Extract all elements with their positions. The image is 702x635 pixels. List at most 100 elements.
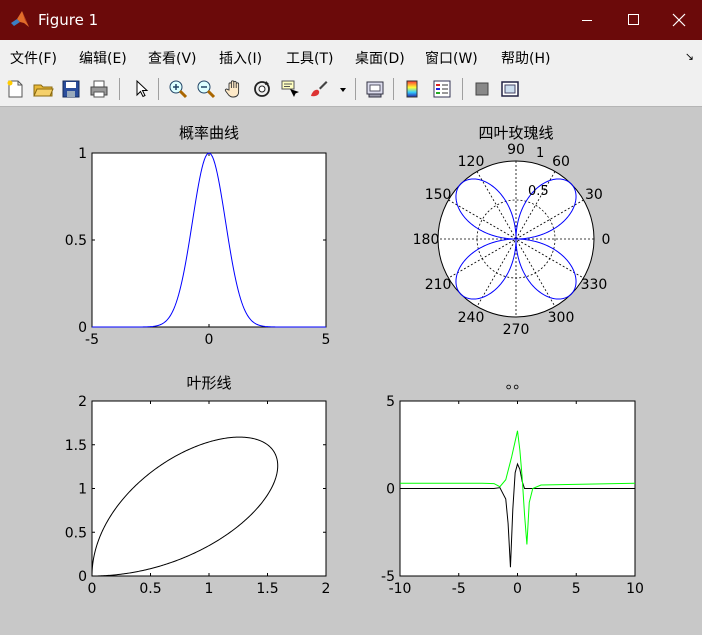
toolbar-separator [355,78,356,100]
figure-toolbar [0,72,702,107]
x-tick-label: 0 [205,332,214,348]
subplot-bottom-right: 。。 -10 -5 0 5 10-505 [381,374,644,597]
subplot-folium: 叶形线 0 0.5 1 1.5 2 0 0.5 1 1.5 2 [65,374,331,597]
open-folder-icon[interactable] [32,78,54,100]
x-tick-label: 10 [626,581,644,597]
polar-angle-label: 0 [602,232,611,248]
y-tick-label: 2 [78,394,87,410]
x-tick-label: 5 [322,332,331,348]
data-cursor-icon[interactable] [279,78,301,100]
series-line [92,152,326,328]
polar-angle-label: 90 [507,142,525,158]
y-tick-label: 0 [386,482,395,498]
brush-icon[interactable] [307,78,329,100]
toolbar-separator [158,78,159,100]
menu-view[interactable]: 查看(V) [148,51,197,67]
y-tick-label: 1 [78,146,87,162]
axis-ticks: -5 0 500.51 [65,146,331,348]
y-tick-label: 0.5 [65,233,87,249]
plot-area [91,400,327,577]
x-tick-label: 1.5 [256,581,278,597]
x-tick-label: 0 [513,581,522,597]
series-line-black [400,462,635,568]
series-line [455,178,577,300]
hide-plot-tools-icon[interactable] [471,78,493,100]
maximize-button[interactable] [610,0,656,40]
maximize-icon [628,14,639,25]
series-line [91,436,279,577]
show-plot-tools-icon[interactable] [499,78,521,100]
polar-angle-label: 240 [458,310,485,326]
chart-title: 。。 [506,374,529,392]
x-tick-label: 5 [572,581,581,597]
x-tick-label: -5 [85,332,99,348]
x-tick-label: 0 [88,581,97,597]
pointer-icon[interactable] [130,78,152,100]
series-line-green [400,430,636,545]
pan-hand-icon[interactable] [223,78,245,100]
minimize-icon [582,20,592,21]
close-button[interactable] [656,0,702,40]
toolbar-separator [119,78,120,100]
polar-angle-label: 150 [425,187,452,203]
x-tick-label: -10 [389,581,412,597]
y-tick-label: -5 [381,569,395,585]
menu-insert[interactable]: 插入(I) [219,51,263,67]
legend-icon[interactable] [431,78,453,100]
colorbar-icon[interactable] [402,78,424,100]
subplot-probability-curve: 概率曲线 -5 0 500.51 [65,124,331,348]
menu-dock-arrow-icon[interactable]: ↘ [684,50,694,63]
menu-tools[interactable]: 工具(T) [286,51,334,67]
toolbar-separator [393,78,394,100]
polar-angle-label: 210 [425,277,452,293]
y-tick-label: 5 [386,394,395,410]
y-tick-label: 1.5 [65,438,87,454]
menu-bar: 文件(F) 编辑(E) 查看(V) 插入(I) 工具(T) 桌面(D) 窗口(W… [0,40,702,72]
link-plot-icon[interactable] [364,78,386,100]
menu-edit[interactable]: 编辑(E) [79,51,127,67]
y-tick-label: 1 [78,482,87,498]
toolbar-separator [462,78,463,100]
menu-help[interactable]: 帮助(H) [501,51,551,67]
y-tick-label: 0 [78,320,87,336]
polar-angle-label: 180 [413,232,440,248]
zoom-out-icon[interactable] [195,78,217,100]
axis-ticks: 0 0.5 1 1.5 2 0 0.5 1 1.5 2 [65,394,331,597]
chart-title: 概率曲线 [179,124,239,142]
chart-title: 四叶玫瑰线 [478,124,553,142]
x-tick-label: 1 [205,581,214,597]
polar-r-tick-label: 0.5 [528,184,549,199]
x-tick-label: -5 [452,581,466,597]
polar-angle-label: 30 [585,187,603,203]
polar-angle-label: 330 [581,277,608,293]
close-icon [672,13,686,27]
subplot-four-leaf-rose: 四叶玫瑰线 0 30 60 90 120 150 180 210 240 270 300 330 0.… [413,124,611,338]
polar-angle-label: 60 [552,154,570,170]
title-bar: Figure 1 [0,0,702,40]
polar-angle-label: 300 [548,310,575,326]
minimize-button[interactable] [564,0,610,40]
x-tick-label: 0.5 [139,581,161,597]
zoom-in-icon[interactable] [167,78,189,100]
menu-file[interactable]: 文件(F) [10,51,57,67]
polar-angle-labels: 0 30 60 90 120 150 180 210 240 270 300 330 [413,142,611,338]
polar-angle-label: 270 [503,322,530,338]
figure-canvas: 概率曲线 -5 0 500.51 四叶玫瑰线 0306090120150180210… [65,124,644,597]
brush-dropdown-icon[interactable] [337,78,349,100]
print-icon[interactable] [88,78,110,100]
y-tick-label: 0 [78,569,87,585]
x-tick-label: 2 [322,581,331,597]
save-icon[interactable] [60,78,82,100]
plot-area [91,152,327,328]
new-file-icon[interactable] [4,78,26,100]
axis-ticks: -10 -5 0 5 10-505 [381,394,644,597]
matlab-logo-icon [11,11,29,27]
menu-desktop[interactable]: 桌面(D) [355,51,405,67]
y-tick-label: 0.5 [65,525,87,541]
polar-r-tick-label: 1 [536,146,544,161]
polar-angle-label: 120 [458,154,485,170]
menu-window[interactable]: 窗口(W) [425,51,478,67]
window-title: Figure 1 [38,11,99,29]
rotate-3d-icon[interactable] [251,78,273,100]
